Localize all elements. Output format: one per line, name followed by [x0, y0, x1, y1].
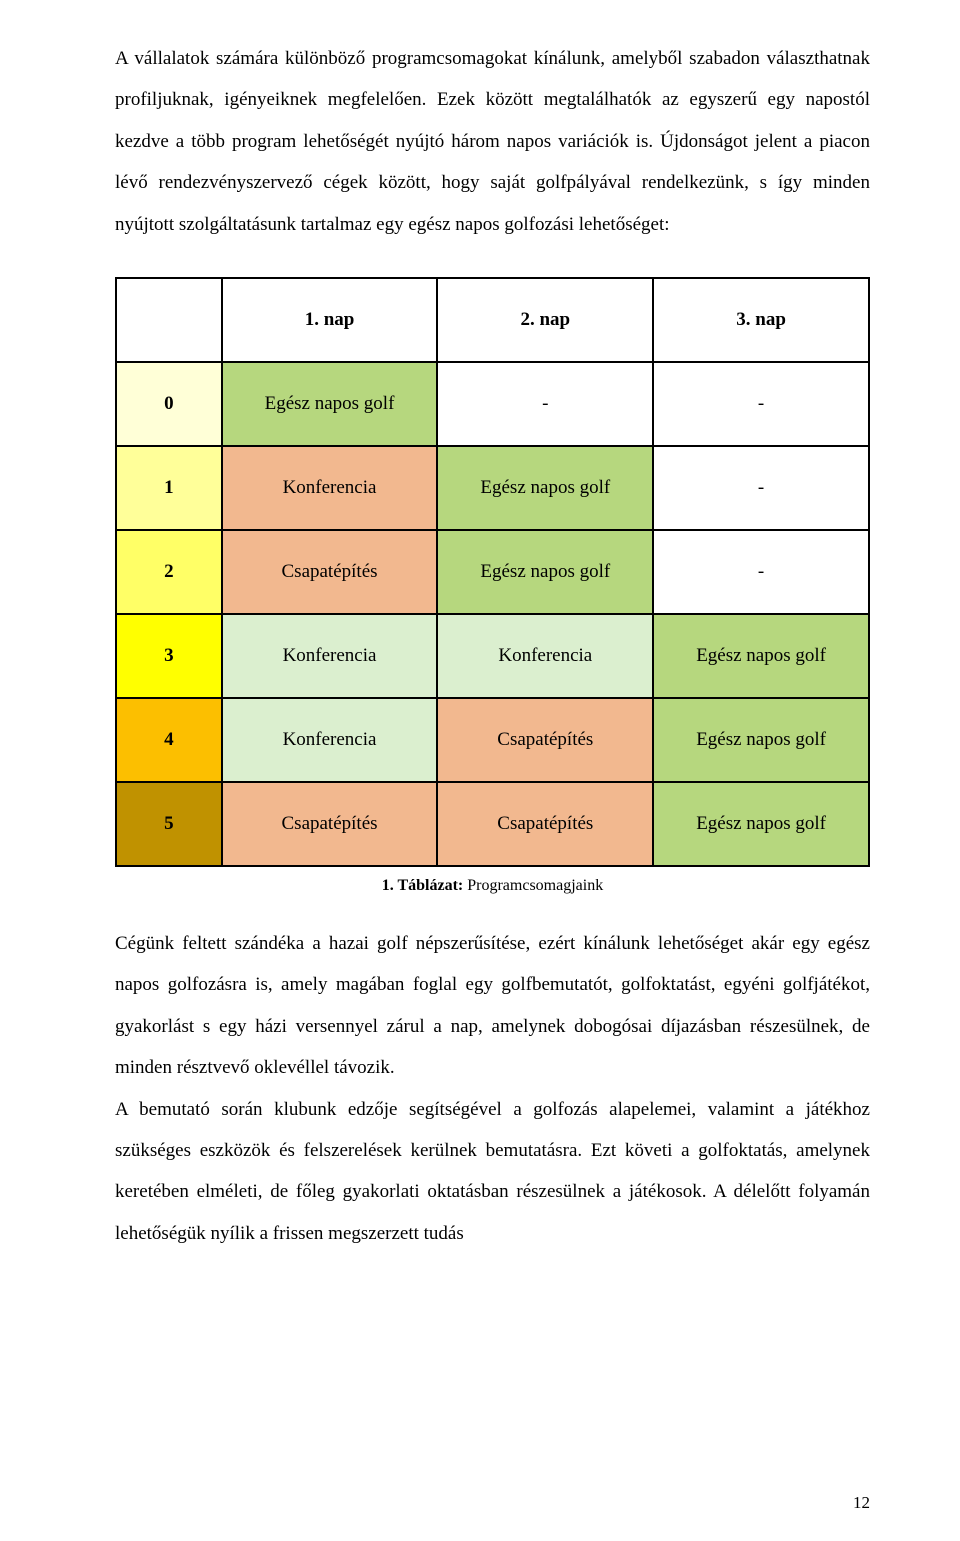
table-row: 3KonferenciaKonferenciaEgész napos golf [116, 614, 869, 698]
table-caption: 1. Táblázat: Programcsomagjaink [115, 877, 870, 895]
header-day1: 1. nap [222, 278, 438, 362]
table-cell: Csapatépítés [437, 782, 653, 866]
table-cell: - [653, 530, 869, 614]
table-cell: - [437, 362, 653, 446]
page: A vállalatok számára különböző programcs… [0, 0, 960, 1541]
table-cell: Csapatépítés [437, 698, 653, 782]
table-cell: Konferencia [222, 614, 438, 698]
table-row: 2CsapatépítésEgész napos golf- [116, 530, 869, 614]
row-label: 2 [116, 530, 222, 614]
caption-rest: Programcsomagjaink [463, 877, 603, 894]
header-day2: 2. nap [437, 278, 653, 362]
table-row: 1KonferenciaEgész napos golf- [116, 446, 869, 530]
table-cell: - [653, 446, 869, 530]
table-cell: Egész napos golf [222, 362, 438, 446]
row-label: 0 [116, 362, 222, 446]
body-paragraph-3: A bemutató során klubunk edzője segítség… [115, 1089, 870, 1255]
table-cell: Konferencia [222, 446, 438, 530]
table-cell: Egész napos golf [653, 614, 869, 698]
table-cell: - [653, 362, 869, 446]
table-cell: Egész napos golf [437, 446, 653, 530]
table-body: 0Egész napos golf--1KonferenciaEgész nap… [116, 362, 869, 866]
intro-paragraph: A vállalatok számára különböző programcs… [115, 38, 870, 245]
table-cell: Egész napos golf [437, 530, 653, 614]
table-row: 0Egész napos golf-- [116, 362, 869, 446]
body-paragraph-2: Cégünk feltett szándéka a hazai golf nép… [115, 923, 870, 1089]
row-label: 1 [116, 446, 222, 530]
header-day3: 3. nap [653, 278, 869, 362]
row-label: 3 [116, 614, 222, 698]
caption-bold: 1. Táblázat: [382, 877, 463, 894]
header-blank [116, 278, 222, 362]
table-row: 4KonferenciaCsapatépítésEgész napos golf [116, 698, 869, 782]
table-cell: Csapatépítés [222, 530, 438, 614]
table-cell: Konferencia [222, 698, 438, 782]
programs-table: 1. nap 2. nap 3. nap 0Egész napos golf--… [115, 277, 870, 867]
row-label: 5 [116, 782, 222, 866]
table-cell: Csapatépítés [222, 782, 438, 866]
table-cell: Egész napos golf [653, 698, 869, 782]
row-label: 4 [116, 698, 222, 782]
table-row: 5CsapatépítésCsapatépítésEgész napos gol… [116, 782, 869, 866]
table-cell: Konferencia [437, 614, 653, 698]
page-number: 12 [853, 1493, 870, 1513]
table-header-row: 1. nap 2. nap 3. nap [116, 278, 869, 362]
table-cell: Egész napos golf [653, 782, 869, 866]
